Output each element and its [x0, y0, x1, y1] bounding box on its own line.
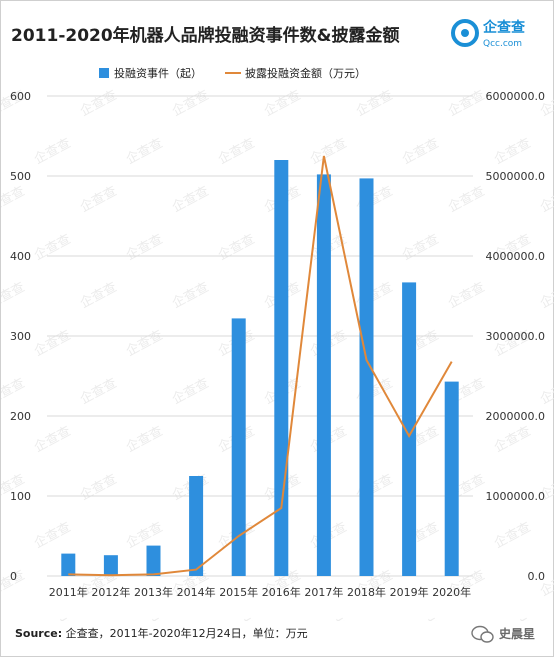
- bar: [61, 553, 76, 576]
- y-right-tick-label: 2000000.0: [486, 410, 546, 423]
- y-left-tick-label: 500: [10, 170, 31, 183]
- watermark-tile: 企查查: [123, 615, 165, 621]
- account-name: 史晨星: [499, 627, 536, 641]
- watermark-tile: 企查查: [31, 327, 73, 359]
- watermark-tile: 企查查: [169, 375, 211, 407]
- watermark-tile: 企查查: [1, 183, 27, 215]
- watermark-tile: 企查查: [307, 615, 349, 621]
- x-tick-label: 2013年: [134, 585, 173, 599]
- watermark-tile: 企查查: [399, 231, 441, 263]
- bar: [231, 318, 246, 576]
- bar: [103, 555, 118, 576]
- watermark-tile: 企查查: [307, 135, 349, 167]
- y-left-tick-label: 400: [10, 250, 31, 263]
- y-left-tick-label: 200: [10, 410, 31, 423]
- watermark-tile: 企查查: [1, 375, 27, 407]
- logo-sub: Qcc.com: [483, 39, 522, 49]
- y-right-tick-label: 6000000.0: [486, 90, 546, 103]
- watermark-tile: 企查查: [399, 135, 441, 167]
- y-left-tick-label: 0: [10, 570, 17, 583]
- watermark-tile: 企查查: [537, 183, 554, 215]
- watermark-tile: 企查查: [491, 423, 533, 455]
- chart-title: 2011-2020年机器人品牌投融资事件数&披露金额: [11, 26, 400, 46]
- watermark-tile: 企查查: [31, 615, 73, 621]
- wechat-icon: [471, 625, 494, 643]
- watermark-tile: 企查查: [169, 87, 211, 119]
- legend-bar-label: 投融资事件（起）: [114, 66, 202, 80]
- x-tick-label: 2017年: [304, 585, 343, 599]
- logo-mark-icon: [451, 19, 479, 47]
- x-tick-label: 2015年: [219, 585, 258, 599]
- y-right-tick-label: 0.0: [528, 570, 546, 583]
- watermark-tile: 企查查: [77, 279, 119, 311]
- watermark-tile: 企查查: [537, 375, 554, 407]
- watermark-tile: 企查查: [31, 231, 73, 263]
- watermark-tile: 企查查: [353, 87, 395, 119]
- watermark-tile: 企查查: [215, 231, 257, 263]
- qcc-logo: 企查查 Qcc.com: [451, 19, 526, 49]
- watermark-tile: 企查查: [445, 279, 487, 311]
- watermark-tile: 企查查: [215, 615, 257, 621]
- watermark-tile: 企查查: [123, 135, 165, 167]
- watermark-tile: 企查查: [31, 135, 73, 167]
- y-right-tick-label: 5000000.0: [486, 170, 546, 183]
- y-left-tick-label: 300: [10, 330, 31, 343]
- source-label: Source:: [15, 627, 63, 640]
- watermark-tile: 企查查: [123, 231, 165, 263]
- x-tick-label: 2016年: [262, 585, 301, 599]
- watermark-tile: 企查查: [491, 615, 533, 621]
- bar: [444, 381, 459, 576]
- account-watermark: 史晨星: [471, 623, 551, 645]
- bar: [359, 178, 374, 576]
- watermark-tile: 企查查: [77, 183, 119, 215]
- bar: [402, 282, 417, 576]
- x-tick-label: 2014年: [177, 585, 216, 599]
- x-tick-label: 2020年: [432, 585, 471, 599]
- y-right-tick-label: 1000000.0: [486, 490, 546, 503]
- watermark-tile: 企查查: [445, 87, 487, 119]
- y-left-tick-label: 100: [10, 490, 31, 503]
- watermark-tile: 企查查: [31, 519, 73, 551]
- watermark-tile: 企查查: [31, 423, 73, 455]
- x-tick-label: 2012年: [91, 585, 130, 599]
- x-tick-label: 2018年: [347, 585, 386, 599]
- y-right-tick-label: 3000000.0: [486, 330, 546, 343]
- x-tick-label: 2019年: [390, 585, 429, 599]
- legend-line-label: 披露投融资金额（万元）: [245, 66, 366, 80]
- watermark-tile: 企查查: [169, 279, 211, 311]
- y-right-tick-label: 4000000.0: [486, 250, 546, 263]
- bar: [274, 160, 289, 576]
- bar: [146, 545, 161, 576]
- watermark-tile: 企查查: [123, 423, 165, 455]
- legend-bar-swatch: [99, 68, 109, 78]
- logo-name: 企查查: [482, 19, 526, 36]
- watermark-tile: 企查查: [215, 135, 257, 167]
- watermark-tile: 企查查: [445, 183, 487, 215]
- watermark-tile: 企查查: [537, 279, 554, 311]
- watermark-tile: 企查查: [399, 615, 441, 621]
- amount-line: [68, 155, 453, 577]
- watermark-tile: 企查查: [77, 471, 119, 503]
- source-text: 企查查，2011年-2020年12月24日，单位：万元: [65, 627, 308, 640]
- y-left-tick-label: 600: [10, 90, 31, 103]
- watermark-tile: 企查查: [1, 279, 27, 311]
- watermark-tile: 企查查: [261, 87, 303, 119]
- watermark-tile: 企查查: [123, 327, 165, 359]
- source-note: Source: 企查查，2011年-2020年12月24日，单位：万元: [15, 625, 308, 641]
- watermark-tile: 企查查: [491, 135, 533, 167]
- watermark-tile: 企查查: [491, 519, 533, 551]
- bar: [189, 476, 204, 576]
- x-tick-label: 2011年: [49, 585, 88, 599]
- watermark-tile: 企查查: [169, 183, 211, 215]
- watermark-tile: 企查查: [77, 375, 119, 407]
- watermark-tile: 企查查: [77, 87, 119, 119]
- bar: [316, 174, 331, 576]
